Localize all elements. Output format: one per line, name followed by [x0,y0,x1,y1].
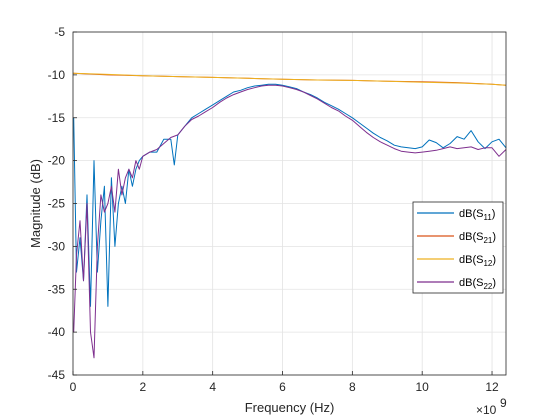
x-tick-label: 0 [70,380,77,394]
y-tick-label: -15 [48,111,66,125]
x-tick-label: 6 [279,380,286,394]
x-exponent-power: 9 [500,396,507,410]
legend-label-11: dB(S11) [459,208,495,222]
legend: dB(S11) dB(S21) dB(S12) dB(S22) [412,201,504,294]
y-tick-label: -35 [48,282,66,296]
x-exponent: ×10 9 [476,396,507,417]
y-axis-label: Magnitude (dB) [28,159,43,248]
y-tick-label: -5 [54,25,65,39]
y-tick-label: -30 [48,239,66,253]
legend-label-12: dB(S12) [459,254,496,268]
series-line-11 [73,83,507,307]
y-tick-label: -25 [48,197,66,211]
legend-label-21: dB(S21) [459,231,496,245]
x-tick-label: 2 [139,380,146,394]
ticks: 0 2 4 6 8 10 12 -5 -10 -15 -20 -25 -30 -35 -40 -45 [48,25,499,394]
x-tick-label: 4 [209,380,216,394]
x-axis-label: Frequency (Hz) [245,400,335,415]
series-line-12 [72,72,507,86]
y-tick-label: -10 [48,68,66,82]
y-tick-label: -45 [48,368,66,382]
series-line-22 [73,84,507,359]
legend-label-22: dB(S22) [459,277,496,291]
x-tick-label: 12 [485,380,499,394]
legend-box [412,201,504,294]
x-exponent-base: ×10 [476,403,497,417]
y-tick-label: -20 [48,154,66,168]
series-layer [72,72,507,359]
x-tick-label: 8 [349,380,356,394]
y-tick-label: -40 [48,325,66,339]
x-tick-label: 10 [416,380,430,394]
